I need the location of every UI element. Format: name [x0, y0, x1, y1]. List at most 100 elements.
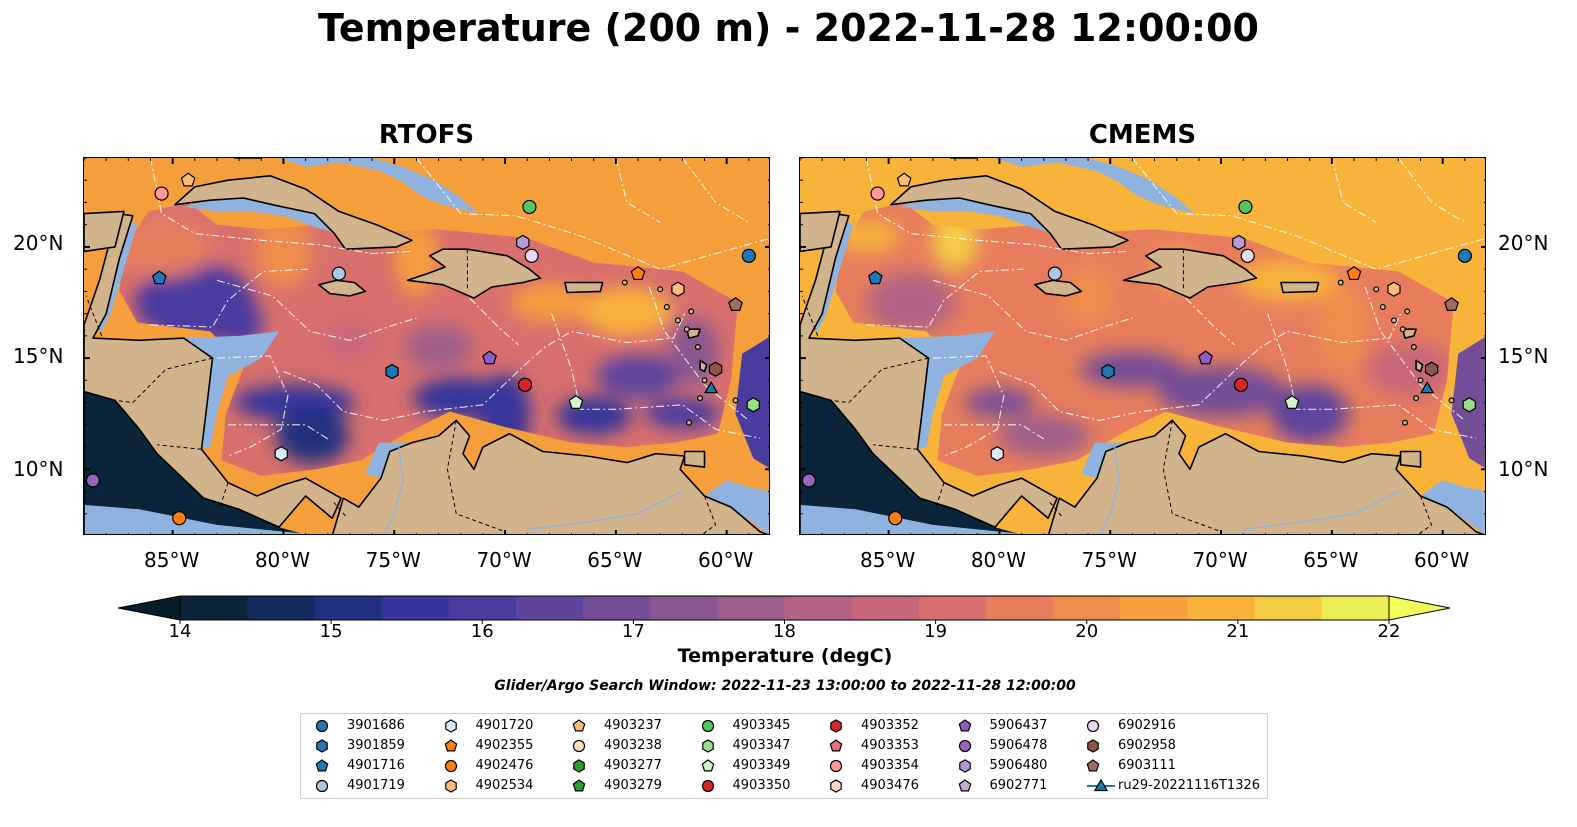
float-6902916[interactable]: [1240, 248, 1255, 263]
float-ru29-20221116T1326[interactable]: [1420, 380, 1435, 394]
circle-icon[interactable]: [315, 719, 329, 733]
float-4903237[interactable]: [896, 172, 912, 187]
hexagon-icon[interactable]: [444, 779, 457, 793]
float-6903111[interactable]: [728, 297, 743, 311]
float-6902958[interactable]: [708, 361, 723, 377]
float-4903347[interactable]: [1462, 397, 1476, 413]
float-4902355[interactable]: [630, 265, 646, 280]
float-5906437[interactable]: [482, 350, 497, 365]
hexagon-icon[interactable]: [830, 719, 842, 733]
float-6903111[interactable]: [1444, 297, 1459, 311]
circle-icon[interactable]: [701, 779, 714, 793]
float-4901716[interactable]: [867, 270, 883, 285]
float-5906480[interactable]: [1232, 234, 1246, 251]
rtofs-map[interactable]: [83, 157, 770, 535]
float-5906480[interactable]: [516, 234, 530, 251]
float-4901719[interactable]: [331, 266, 346, 281]
float-4903345[interactable]: [522, 199, 537, 215]
float-3901859[interactable]: [1101, 363, 1115, 380]
circle-icon[interactable]: [572, 739, 586, 753]
circle-icon[interactable]: [958, 739, 971, 753]
float-4901716[interactable]: [151, 270, 167, 285]
eez-boundary: [216, 355, 289, 457]
float-4903347[interactable]: [746, 397, 760, 413]
legend-label: 4903237: [604, 718, 662, 733]
float-4901720[interactable]: [274, 446, 288, 462]
pacific-cold-water: [800, 391, 1020, 534]
float-4903350[interactable]: [1233, 377, 1249, 392]
hexagon-icon[interactable]: [316, 739, 328, 753]
eez-boundary: [415, 158, 769, 270]
eez-boundary: [1185, 297, 1235, 346]
hexagon-icon[interactable]: [1087, 739, 1099, 753]
eez-boundary: [615, 158, 661, 223]
hexagon-icon[interactable]: [701, 739, 714, 753]
circle-icon[interactable]: [829, 759, 843, 773]
pentagon-icon[interactable]: [958, 779, 971, 792]
float-5906478[interactable]: [801, 473, 816, 488]
country-border: [702, 495, 717, 534]
hexagon-icon[interactable]: [444, 719, 457, 733]
shelf-region: [704, 480, 769, 534]
float-4903349[interactable]: [1284, 394, 1300, 409]
land-puerto-rico: [1280, 281, 1320, 294]
pentagon-icon[interactable]: [444, 739, 457, 752]
island: [1410, 344, 1417, 351]
legend-label: 4903345: [732, 718, 791, 733]
circle-icon[interactable]: [444, 759, 457, 773]
circle-icon[interactable]: [1086, 719, 1100, 733]
cmems-map[interactable]: [799, 157, 1486, 535]
colorbar-segment: [247, 596, 315, 620]
hexagon-icon[interactable]: [958, 759, 971, 773]
float-5906478[interactable]: [85, 473, 100, 488]
island: [1402, 419, 1409, 426]
pentagon-icon[interactable]: [315, 759, 329, 772]
pentagon-icon[interactable]: [829, 739, 843, 752]
float-4903237[interactable]: [180, 172, 196, 187]
float-4903345[interactable]: [1238, 199, 1253, 215]
float-6902958[interactable]: [1424, 361, 1439, 377]
eez-boundary: [469, 297, 519, 346]
legend-label: 3901686: [347, 718, 405, 733]
float-4902534[interactable]: [1387, 281, 1401, 297]
hexagon-icon[interactable]: [830, 779, 842, 793]
pentagon-icon[interactable]: [958, 719, 971, 732]
float-4903354[interactable]: [154, 186, 169, 201]
float-ru29-20221116T1326[interactable]: [704, 380, 719, 394]
float-4902476[interactable]: [172, 511, 187, 526]
circle-icon[interactable]: [315, 779, 329, 793]
country-border: [1162, 420, 1222, 533]
float-4903354[interactable]: [870, 186, 885, 201]
float-3901859[interactable]: [385, 363, 399, 380]
land-yucatan-tip: [800, 210, 841, 253]
float-4901719[interactable]: [1047, 266, 1062, 281]
legend-label: 5906478: [989, 738, 1048, 753]
pentagon-icon[interactable]: [572, 779, 586, 792]
float-5906437[interactable]: [1198, 350, 1213, 365]
triangle-icon[interactable]: [1093, 778, 1109, 792]
land-yucatan-tip: [84, 210, 125, 253]
float-3901686[interactable]: [741, 248, 756, 263]
float-6902916[interactable]: [524, 248, 539, 263]
float-4903349[interactable]: [568, 394, 584, 409]
hexagon-icon[interactable]: [573, 759, 585, 773]
pentagon-icon[interactable]: [572, 719, 586, 732]
eez-boundary: [932, 355, 1005, 457]
rtofs-lon-label: 85°W: [144, 548, 200, 572]
float-3901686[interactable]: [1457, 248, 1472, 263]
circle-icon[interactable]: [701, 719, 714, 733]
temperature-anomaly: [1319, 284, 1367, 366]
eez-boundary: [648, 286, 750, 421]
country-border: [114, 357, 213, 404]
legend-marker: [573, 759, 585, 773]
float-4903350[interactable]: [517, 377, 533, 392]
temperature-anomaly: [1271, 384, 1349, 443]
island: [1448, 397, 1455, 404]
float-4901720[interactable]: [990, 446, 1004, 462]
float-4902534[interactable]: [671, 281, 685, 297]
float-4902355[interactable]: [1346, 265, 1362, 280]
pentagon-icon[interactable]: [1086, 759, 1100, 772]
river: [383, 447, 404, 534]
pentagon-icon[interactable]: [701, 759, 714, 772]
float-4902476[interactable]: [888, 511, 903, 526]
